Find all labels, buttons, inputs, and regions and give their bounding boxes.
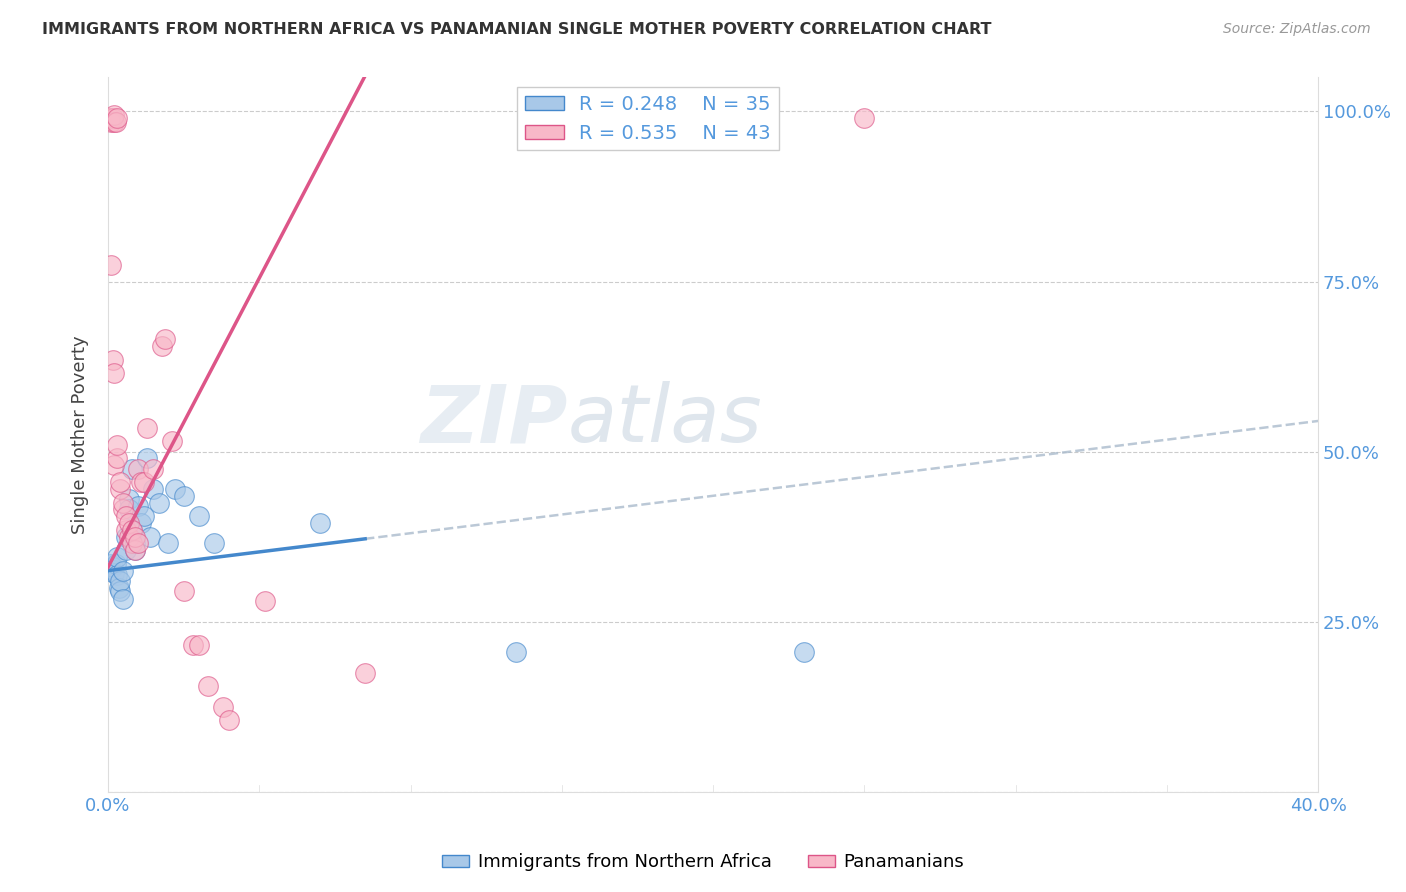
Point: [187, 509, 209, 524]
Point: [163, 482, 186, 496]
Point: [103, 458, 125, 473]
Point: [129, 516, 152, 530]
Point: [127, 536, 149, 550]
Point: [112, 495, 135, 509]
Point: [112, 502, 135, 516]
Point: [118, 502, 141, 516]
Point: [136, 421, 159, 435]
Point: [148, 495, 170, 509]
Point: [104, 114, 127, 128]
Point: [142, 461, 165, 475]
Point: [105, 549, 128, 564]
Point: [112, 564, 135, 578]
Point: [121, 461, 143, 475]
Point: [118, 516, 141, 530]
Point: [254, 594, 277, 608]
Point: [115, 543, 138, 558]
Point: [101, 112, 124, 126]
Point: [115, 523, 138, 537]
Point: [108, 574, 131, 588]
Point: [118, 530, 141, 544]
Point: [173, 489, 195, 503]
Point: [142, 482, 165, 496]
Legend: Immigrants from Northern Africa, Panamanians: Immigrants from Northern Africa, Panaman…: [434, 847, 972, 879]
Point: [107, 581, 129, 595]
Point: [197, 679, 219, 693]
Legend: R = 0.248    N = 35, R = 0.535    N = 43: R = 0.248 N = 35, R = 0.535 N = 43: [517, 87, 779, 151]
Point: [105, 112, 128, 126]
Point: [160, 434, 183, 449]
Point: [121, 536, 143, 550]
Point: [105, 451, 128, 466]
Point: [134, 475, 156, 490]
Point: [100, 561, 122, 575]
Point: [98, 112, 121, 126]
Point: [134, 509, 156, 524]
Point: [103, 114, 125, 128]
Text: ZIP: ZIP: [420, 381, 568, 459]
Point: [101, 560, 124, 574]
Point: [187, 639, 209, 653]
Point: [129, 475, 152, 490]
Text: atlas: atlas: [568, 381, 762, 459]
Point: [104, 557, 127, 571]
Point: [212, 699, 235, 714]
Point: [626, 112, 648, 126]
Point: [124, 530, 146, 544]
Point: [127, 461, 149, 475]
Y-axis label: Single Mother Poverty: Single Mother Poverty: [72, 335, 89, 534]
Point: [157, 536, 180, 550]
Point: [127, 499, 149, 513]
Point: [124, 543, 146, 558]
Point: [105, 568, 128, 582]
Point: [505, 645, 527, 659]
Point: [103, 367, 125, 381]
Point: [139, 530, 162, 544]
Point: [124, 536, 146, 550]
Point: [105, 438, 128, 452]
Point: [793, 645, 815, 659]
Point: [155, 332, 177, 346]
Point: [100, 557, 122, 571]
Point: [103, 108, 125, 122]
Point: [121, 523, 143, 537]
Point: [115, 509, 138, 524]
Point: [181, 639, 204, 653]
Point: [124, 543, 146, 558]
Point: [136, 451, 159, 466]
Point: [112, 592, 135, 607]
Text: IMMIGRANTS FROM NORTHERN AFRICA VS PANAMANIAN SINGLE MOTHER POVERTY CORRELATION : IMMIGRANTS FROM NORTHERN AFRICA VS PANAM…: [42, 22, 991, 37]
Point: [218, 713, 240, 727]
Text: Source: ZipAtlas.com: Source: ZipAtlas.com: [1223, 22, 1371, 37]
Point: [853, 112, 876, 126]
Point: [152, 339, 174, 353]
Point: [118, 492, 141, 507]
Point: [101, 352, 124, 367]
Point: [202, 536, 225, 550]
Point: [103, 566, 125, 580]
Point: [108, 475, 131, 490]
Point: [100, 114, 122, 128]
Point: [308, 516, 330, 530]
Point: [121, 523, 143, 537]
Point: [108, 482, 131, 496]
Point: [100, 258, 122, 272]
Point: [115, 530, 138, 544]
Point: [108, 584, 131, 599]
Point: [173, 584, 195, 599]
Point: [354, 665, 377, 680]
